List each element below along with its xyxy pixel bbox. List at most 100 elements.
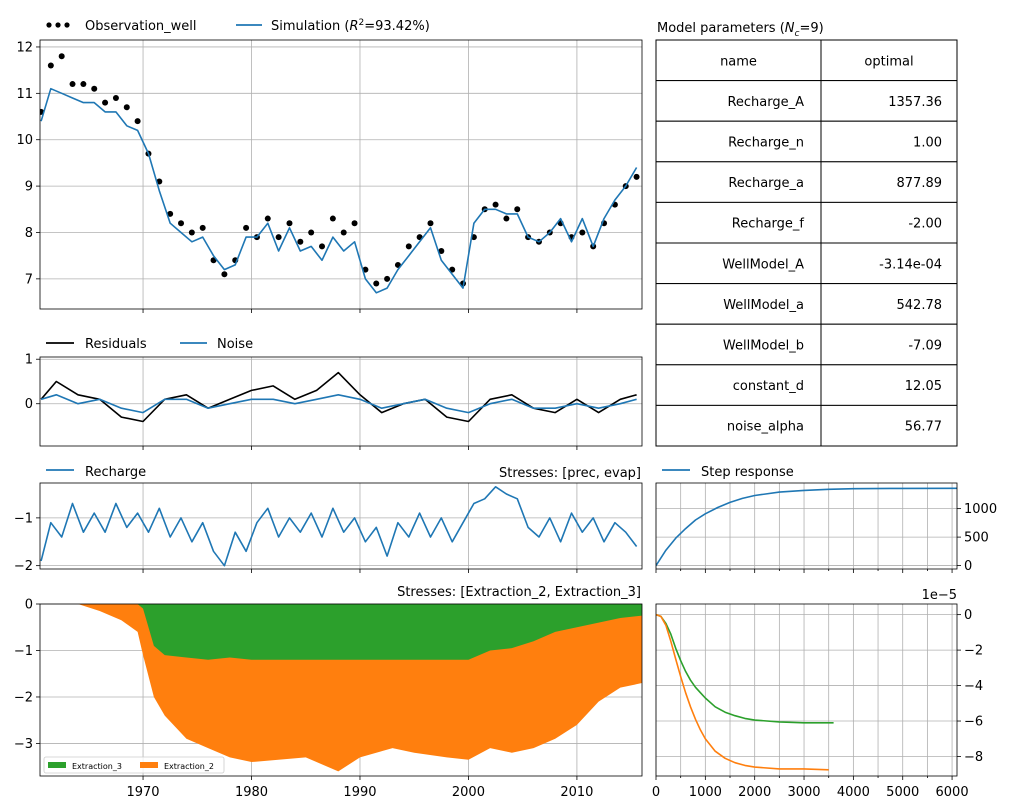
table-header-optimal: optimal xyxy=(864,54,913,69)
observation-well-point xyxy=(297,238,304,245)
y-tick-label: −2 xyxy=(14,559,33,574)
x-tick-label: 1990 xyxy=(343,785,376,800)
table-cell-name xyxy=(655,39,822,82)
observation-well-point xyxy=(514,206,521,213)
recharge-panel: −2 −1 xyxy=(14,482,643,574)
step-series xyxy=(656,487,957,567)
observation-well-point xyxy=(405,243,412,250)
y-tick-label: 11 xyxy=(16,87,33,102)
y-tick-label: 7 xyxy=(25,272,33,287)
well-step-series xyxy=(656,613,834,771)
recharge-panel-title: Stresses: [prec, evap] xyxy=(499,466,641,481)
x-tick-label: 5000 xyxy=(886,785,919,800)
legend-obs-label: Observation_well xyxy=(85,19,197,34)
observation-well-point xyxy=(123,104,130,111)
table-cell-value xyxy=(820,39,958,82)
noise-line xyxy=(40,393,637,414)
parameter-value: 56.77 xyxy=(905,420,942,435)
legend-noise-label: Noise xyxy=(217,337,253,352)
parameter-name: Recharge_n xyxy=(728,136,804,151)
fit-series xyxy=(40,53,640,294)
well-step-grid xyxy=(655,604,957,776)
table-cell-name xyxy=(655,323,822,366)
parameters-table-title: Model parameters (Nc=9) xyxy=(657,21,824,39)
y-tick-label: −4 xyxy=(964,679,983,694)
observation-well-point xyxy=(438,248,445,255)
fit-panel: 7 8 9 10 11 12 xyxy=(16,39,643,313)
y-tick-label: 0 xyxy=(25,397,33,412)
parameter-name: constant_d xyxy=(733,379,804,394)
parameter-value: 542.78 xyxy=(897,298,943,313)
legend-recharge-label: Recharge xyxy=(85,465,146,480)
table-cell-name xyxy=(655,120,822,163)
parameter-name: Recharge_A xyxy=(727,95,804,110)
table-cell-name xyxy=(655,364,822,406)
parameter-value: -3.14e-04 xyxy=(879,257,942,272)
y-tick-label: −3 xyxy=(14,737,33,752)
legend-step-label: Step response xyxy=(701,465,794,480)
observation-well-point xyxy=(58,53,65,60)
observation-well-point xyxy=(286,220,293,227)
table-cell-value xyxy=(820,404,958,447)
parameter-name: WellModel_a xyxy=(723,298,804,313)
parameters-table-rows: name optimal Recharge_A 1357.36 Recharge_n 1.… xyxy=(655,39,958,447)
y-tick-label: 8 xyxy=(25,226,33,241)
y-tick-label: −1 xyxy=(14,511,33,526)
recharge-series xyxy=(40,485,638,567)
y-tick-label: −2 xyxy=(964,644,983,659)
model-parameters-table: Model parameters (Nc=9) name optimal Recha… xyxy=(655,21,958,447)
step-response-line xyxy=(656,487,957,567)
observation-well-point xyxy=(199,224,206,231)
observation-well-point xyxy=(221,271,228,278)
extraction-2-line xyxy=(656,613,829,771)
residuals-legend: Residuals Noise xyxy=(46,337,253,352)
parameter-name: Recharge_a xyxy=(728,176,804,191)
wells-legend-box xyxy=(43,756,225,774)
x-tick-label: 1970 xyxy=(126,785,159,800)
legend-extraction3-swatch xyxy=(48,762,66,768)
x-tick-label: 2010 xyxy=(560,785,593,800)
wells-panel-title: Stresses: [Extraction_2, Extraction_3] xyxy=(397,585,641,600)
observation-well-point xyxy=(134,118,141,125)
y-tick-label: −6 xyxy=(964,715,983,730)
y-tick-label: 500 xyxy=(964,531,989,546)
legend-sim-label: Simulation (R2=93.42%) xyxy=(271,18,430,34)
observation-well-point xyxy=(178,220,185,227)
legend-obs-marker xyxy=(64,22,70,28)
y-tick-label: 9 xyxy=(25,180,33,195)
table-cell-value xyxy=(820,161,958,203)
observation-well-point xyxy=(243,224,250,231)
parameter-name: WellModel_b xyxy=(723,339,804,354)
observation-well-point xyxy=(340,229,347,236)
wells-frame xyxy=(39,603,643,777)
step-legend: Step response xyxy=(662,465,794,480)
recharge-ticks: −2 −1 xyxy=(14,511,578,574)
wells-panel: 1970 1980 1990 2000 2010 −3 −2 −1 0 xyxy=(14,598,643,801)
legend-obs-marker xyxy=(46,22,52,28)
y-tick-label: 1 xyxy=(25,353,33,368)
parameter-value: 1.00 xyxy=(913,136,942,151)
wells-legend: Extraction_3 Extraction_2 xyxy=(43,756,225,774)
parameter-value: 12.05 xyxy=(905,379,942,394)
table-cell-value xyxy=(820,80,958,122)
step-ticks: 0 500 1000 xyxy=(655,502,997,574)
parameter-value: -2.00 xyxy=(908,217,942,232)
observation-well-point xyxy=(319,243,326,250)
legend-residuals-label: Residuals xyxy=(85,337,147,352)
observation-well-point xyxy=(188,229,195,236)
recharge-frame xyxy=(39,482,643,570)
y-tick-label: −2 xyxy=(14,690,33,705)
x-tick-label: 2000 xyxy=(738,785,771,800)
y-tick-label: 0 xyxy=(964,608,972,623)
x-tick-label: 1980 xyxy=(235,785,268,800)
parameter-name: Recharge_f xyxy=(732,217,805,232)
step-grid xyxy=(655,483,957,569)
parameter-value: -7.09 xyxy=(908,339,942,354)
x-tick-label: 4000 xyxy=(837,785,870,800)
table-cell-name xyxy=(655,80,822,122)
wells-ticks: 1970 1980 1990 2000 2010 −3 −2 −1 0 xyxy=(14,598,594,801)
observation-well-point xyxy=(633,173,640,180)
residuals-ticks: 01 xyxy=(25,353,578,450)
residuals-frame xyxy=(39,356,643,447)
observation-well-point xyxy=(579,229,586,236)
